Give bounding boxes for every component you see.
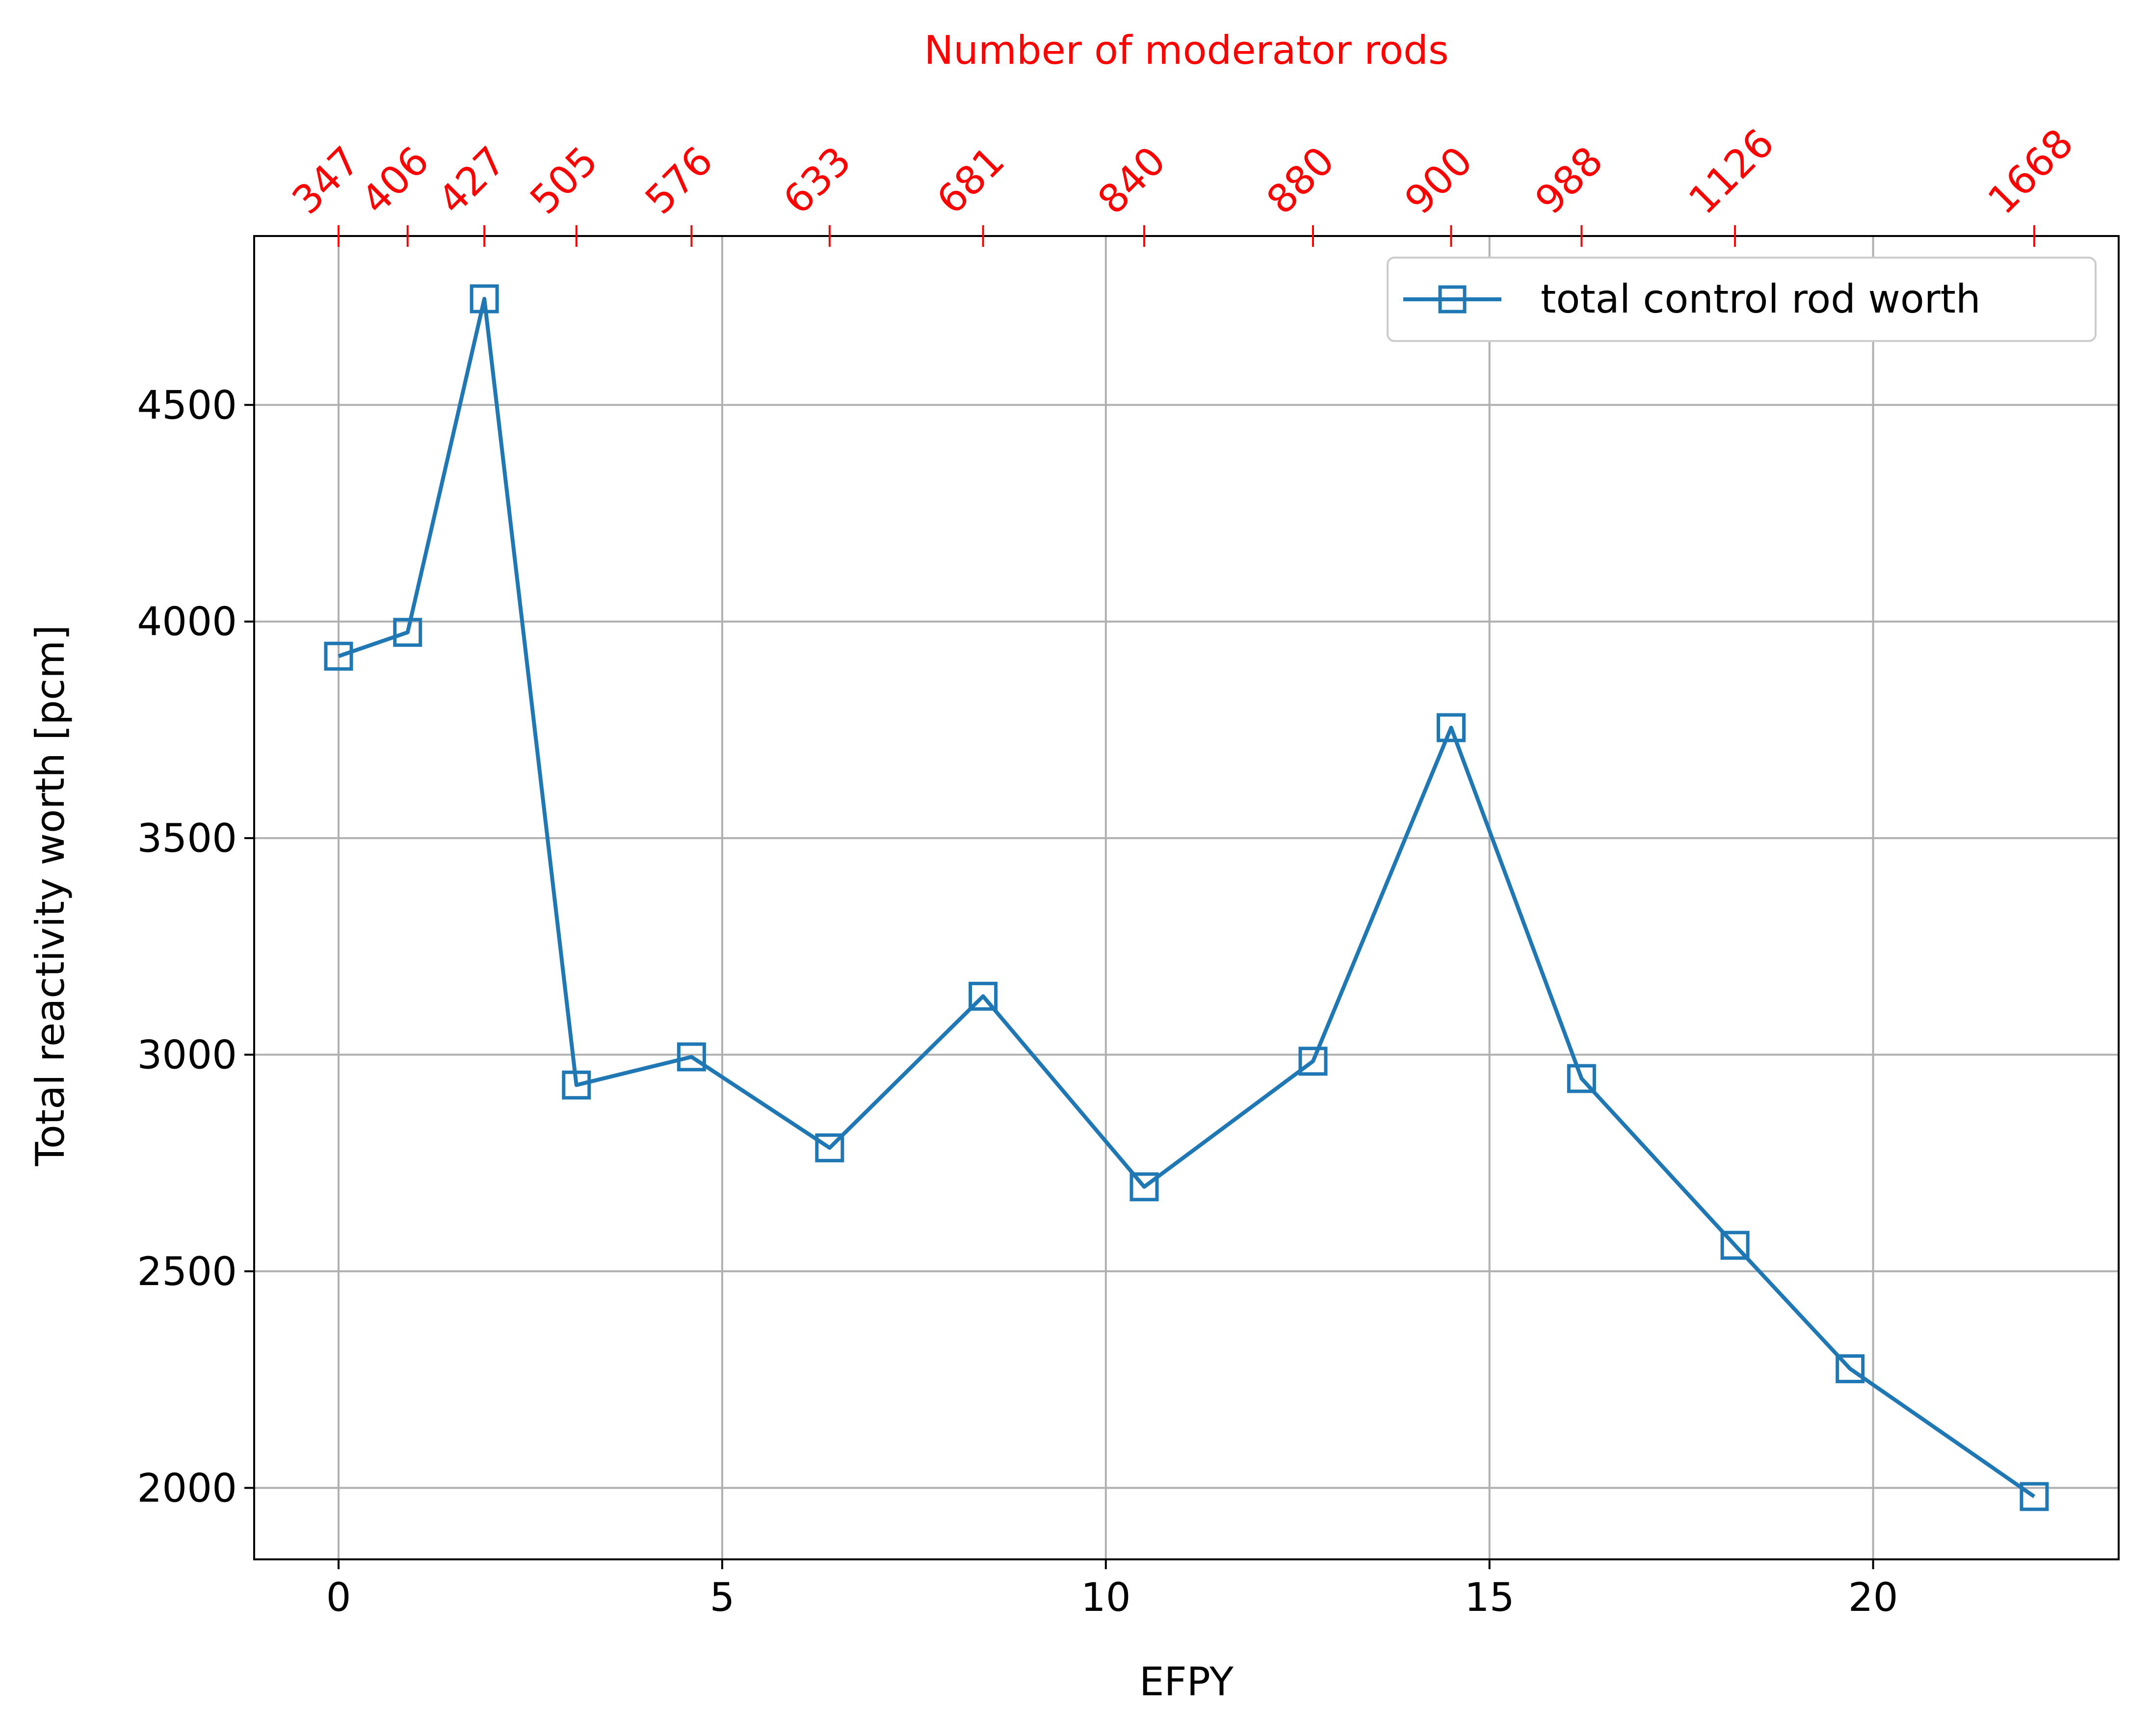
data-point (1129, 1172, 1159, 1202)
x-axis-label: EFPY (1139, 1659, 1234, 1705)
plot-frame (253, 235, 2120, 1560)
data-point (1567, 1064, 1596, 1093)
y-tick-label: 4500 (137, 382, 237, 428)
data-point (2020, 1482, 2049, 1511)
data-point (815, 1133, 844, 1162)
series-layer (324, 284, 2049, 1511)
x-tick-label: 0 (326, 1575, 351, 1620)
y-tick-label: 3500 (137, 815, 237, 861)
data-point (1437, 713, 1466, 742)
x-tick-label: 15 (1465, 1575, 1515, 1620)
data-point (1720, 1231, 1750, 1260)
legend-label: total control rod worth (1541, 276, 1981, 322)
y-tick-label: 4000 (137, 599, 237, 645)
x-tick-label: 20 (1848, 1575, 1898, 1620)
legend: total control rod worth (1387, 257, 2097, 342)
data-point (1836, 1354, 1865, 1384)
x-tick-label: 10 (1081, 1575, 1131, 1620)
top-axis-label: Number of moderator rods (924, 27, 1448, 73)
y-tick-label: 2000 (137, 1465, 237, 1511)
x-tick-label: 5 (709, 1575, 735, 1620)
legend-marker-sample (1438, 285, 1467, 314)
data-point (470, 284, 499, 314)
data-point (562, 1070, 591, 1100)
grid-lines (254, 236, 2119, 1559)
y-axis: 2000 2500 3000 3500 4000 4500 (137, 382, 254, 1511)
data-point (677, 1042, 706, 1072)
legend-box (1387, 257, 2097, 342)
y-tick-label: 2500 (137, 1249, 237, 1294)
data-point (393, 618, 422, 647)
data-point (1298, 1047, 1328, 1076)
data-point (324, 641, 353, 671)
y-axis-label: Total reactivity worth [pcm] (27, 625, 73, 1167)
y-tick-label: 3000 (137, 1032, 237, 1078)
x-axis: 0 5 10 15 20 (326, 1559, 1898, 1620)
series-line (338, 297, 2036, 1499)
data-point (969, 981, 998, 1011)
